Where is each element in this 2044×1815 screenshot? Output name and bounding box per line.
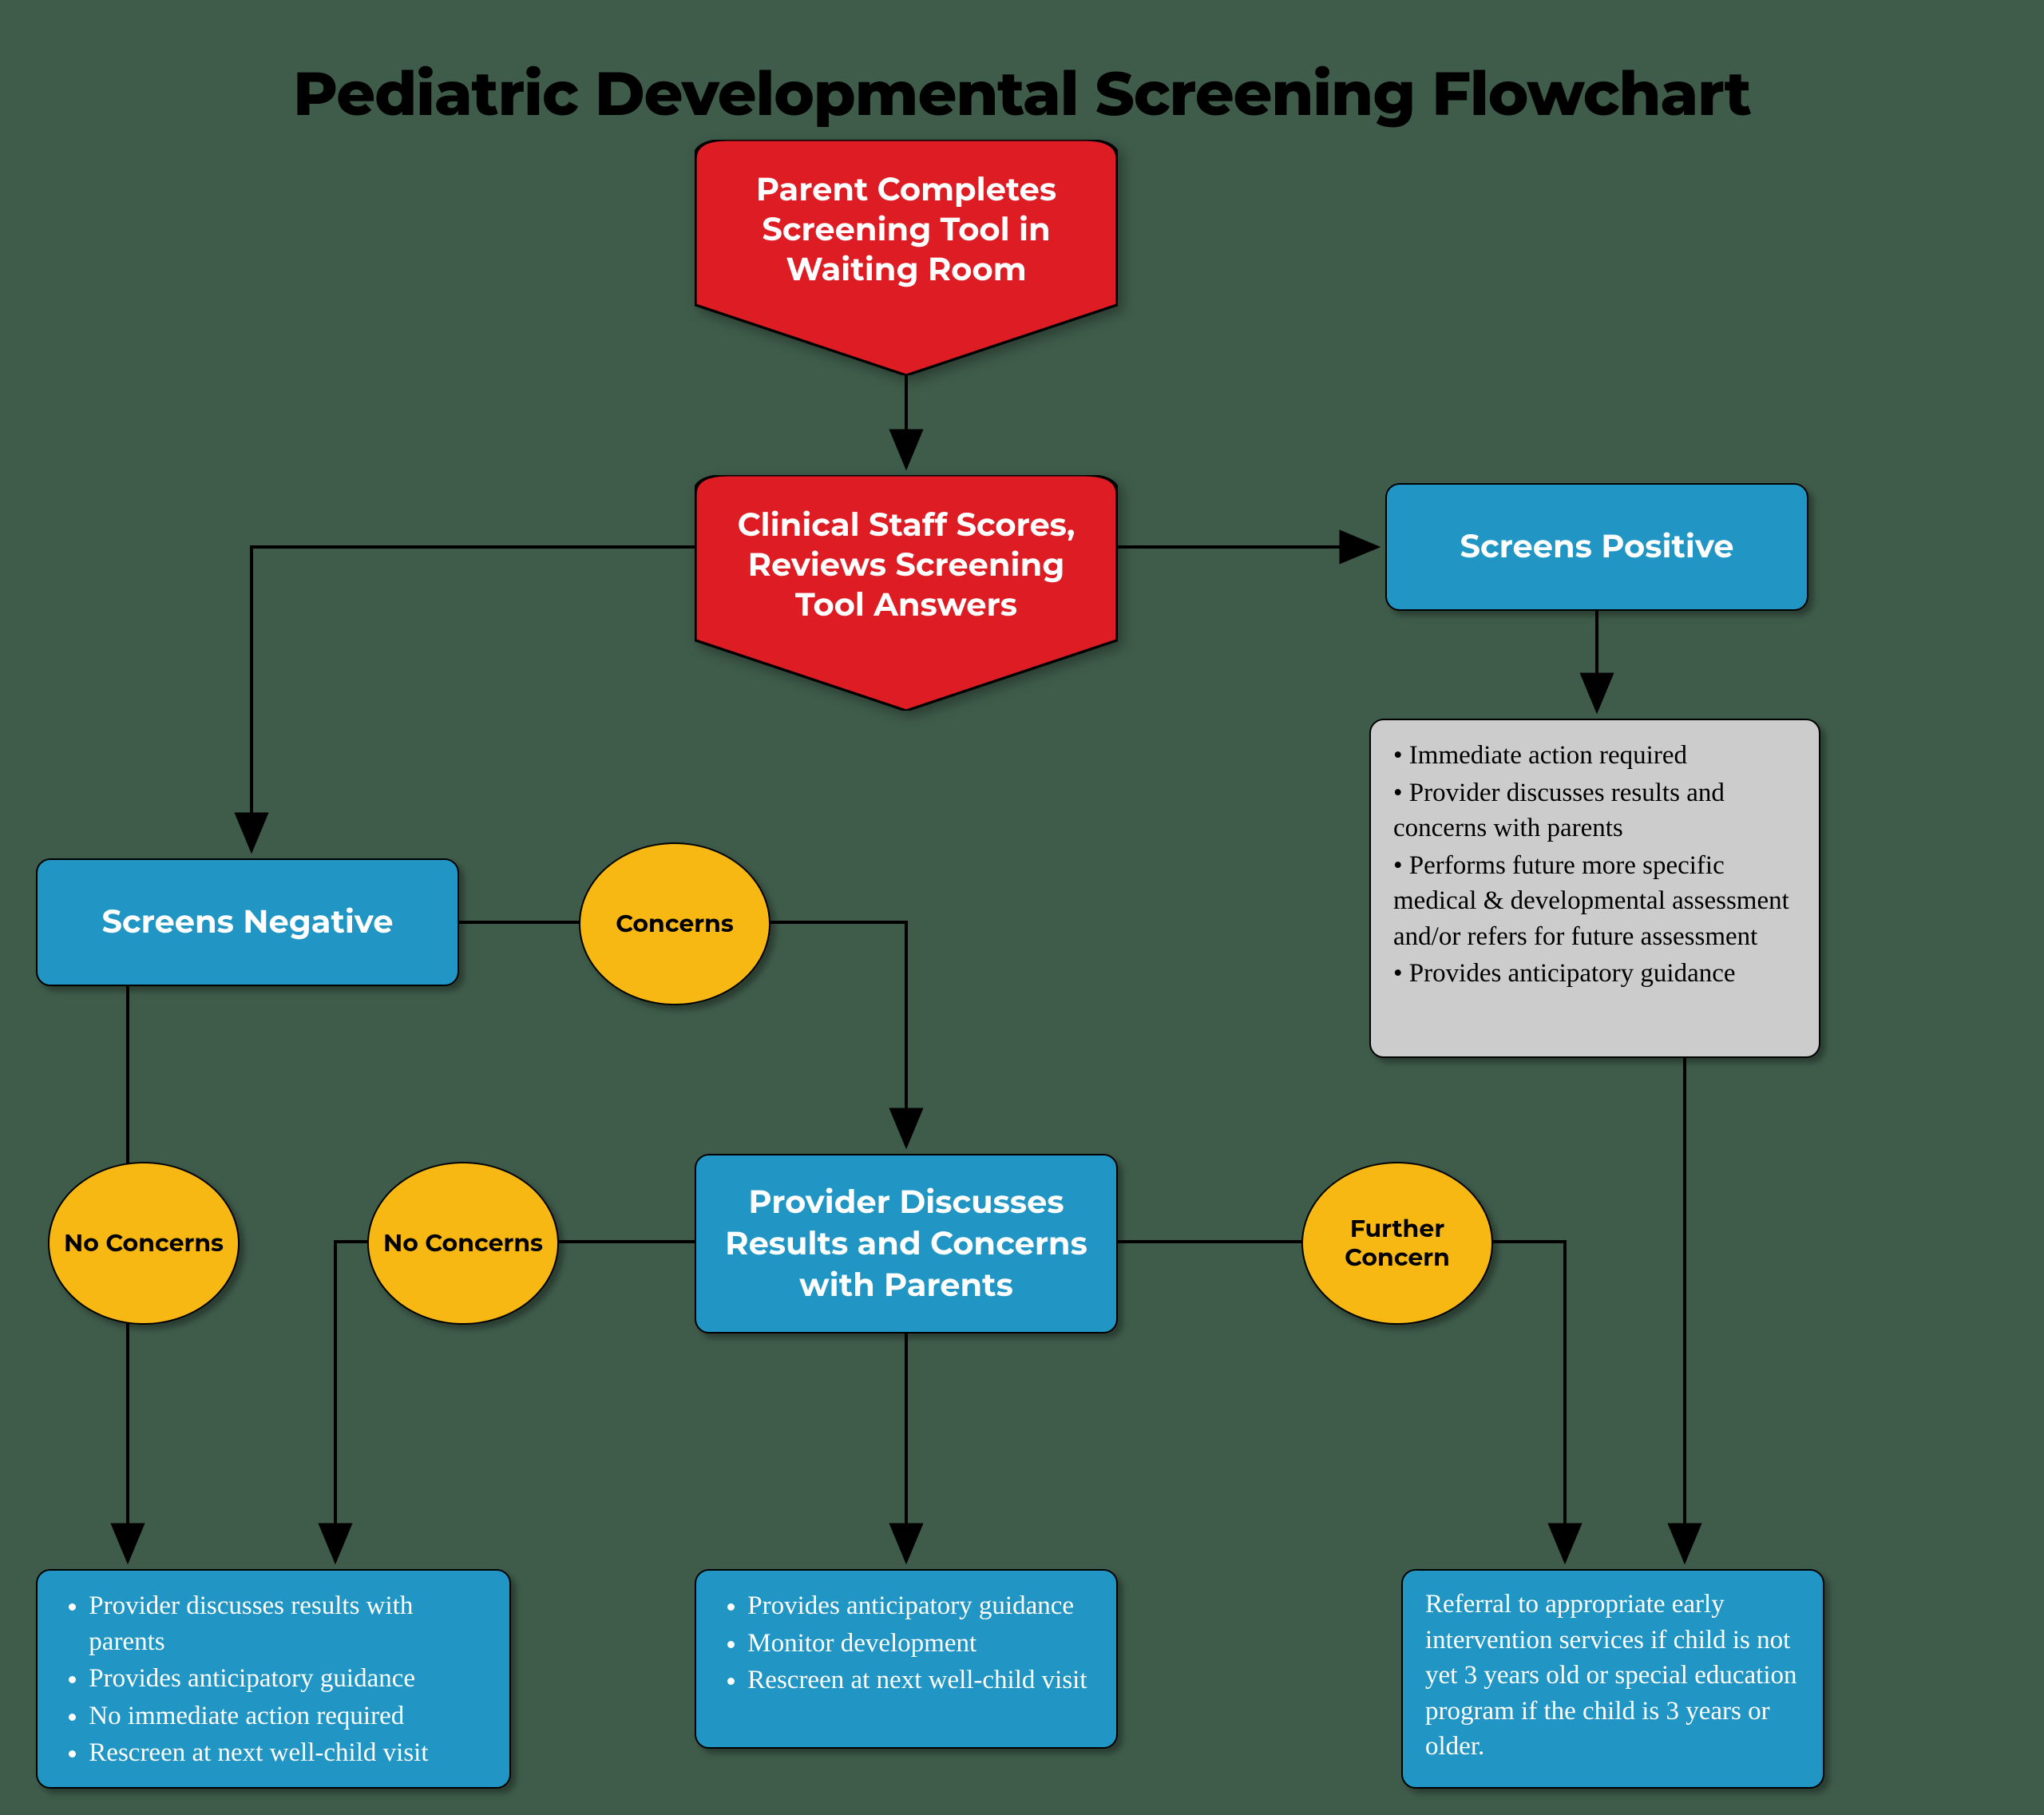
page-title: Pediatric Developmental Screening Flowch… [0, 57, 2044, 131]
node-body: Referral to appropriate early interventi… [1425, 1587, 1800, 1765]
node-body: Provides anticipatory guidanceMonitor de… [719, 1587, 1087, 1700]
list-item: No immediate action required [89, 1698, 487, 1734]
circle-label: No Concerns [383, 1229, 543, 1258]
node-outcome-no-concerns: Provider discusses results with parentsP… [36, 1569, 511, 1789]
decision-concerns: Concerns [579, 842, 770, 1005]
list-item: Monitor development [747, 1626, 1087, 1662]
list-item: Provider discusses results with parents [89, 1588, 487, 1659]
circle-label: Further Concern [1317, 1215, 1477, 1272]
node-label: Provider Discusses Results and Concerns … [719, 1182, 1094, 1306]
list-item: Provides anticipatory guidance [89, 1661, 487, 1697]
node-label: Clinical Staff Scores, Reviews Screening… [695, 505, 1118, 625]
list-item: • Performs future more specific medical … [1393, 848, 1796, 955]
circle-label: No Concerns [64, 1229, 224, 1258]
node-outcome-referral: Referral to appropriate early interventi… [1401, 1569, 1824, 1789]
node-positive-actions: • Immediate action required• Provider di… [1369, 719, 1820, 1058]
list-item: Provides anticipatory guidance [747, 1588, 1087, 1624]
flowchart-canvas: Pediatric Developmental Screening Flowch… [0, 0, 2044, 1815]
node-label: Parent Completes Screening Tool in Waiti… [695, 170, 1118, 290]
node-staff-scores: Clinical Staff Scores, Reviews Screening… [695, 475, 1118, 711]
decision-no-concerns-1: No Concerns [48, 1162, 240, 1325]
node-provider-discusses: Provider Discusses Results and Concerns … [695, 1154, 1118, 1334]
node-body: Provider discusses results with parentsP… [60, 1587, 487, 1773]
list-item: • Provider discusses results and concern… [1393, 775, 1796, 846]
decision-further-concern: Further Concern [1301, 1162, 1493, 1325]
circle-label: Concerns [616, 909, 734, 938]
node-parent-completes: Parent Completes Screening Tool in Waiti… [695, 140, 1118, 375]
node-body: • Immediate action required• Provider di… [1393, 736, 1796, 993]
node-label: Screens Positive [1460, 526, 1733, 568]
list-item: • Immediate action required [1393, 738, 1796, 774]
list-item: Rescreen at next well-child visit [747, 1662, 1087, 1698]
decision-no-concerns-2: No Concerns [367, 1162, 559, 1325]
node-outcome-monitor: Provides anticipatory guidanceMonitor de… [695, 1569, 1118, 1749]
edge [252, 547, 695, 850]
node-label: Screens Negative [102, 902, 394, 943]
list-item: • Provides anticipatory guidance [1393, 956, 1796, 992]
list-item: Rescreen at next well-child visit [89, 1735, 487, 1771]
node-screens-negative: Screens Negative [36, 858, 459, 986]
node-screens-positive: Screens Positive [1385, 483, 1808, 611]
